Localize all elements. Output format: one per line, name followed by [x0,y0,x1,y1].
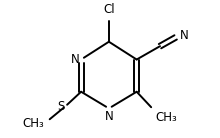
Text: CH₃: CH₃ [156,111,177,124]
Text: N: N [104,110,113,123]
Text: Cl: Cl [103,3,115,16]
Text: N: N [180,29,189,42]
Text: N: N [71,53,79,66]
Text: S: S [58,100,65,113]
Text: CH₃: CH₃ [23,117,44,130]
